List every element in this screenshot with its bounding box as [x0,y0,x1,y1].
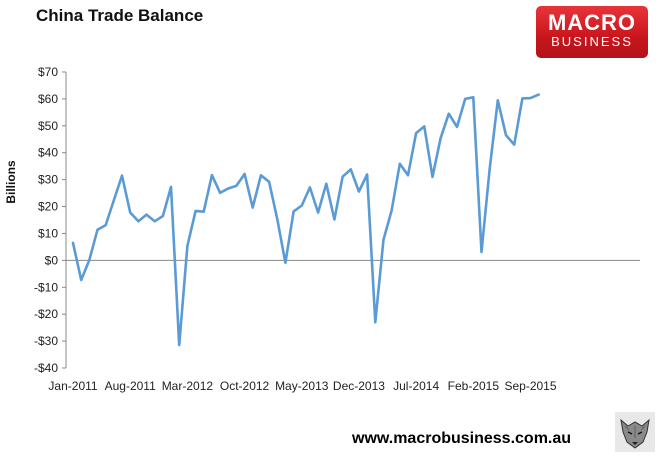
x-tick-label: Jul-2014 [393,379,439,393]
data-point [399,162,401,165]
data-point [488,167,491,170]
macrobusiness-logo: MACRO BUSINESS [536,6,648,58]
data-point [407,174,409,177]
data-point [390,209,393,212]
data-point [341,175,344,178]
data-point [194,210,197,212]
data-point [521,97,524,100]
data-point [251,206,254,209]
data-point [113,199,115,202]
x-tick-label: Feb-2015 [448,379,500,393]
data-point [374,321,377,324]
data-point [513,143,515,146]
logo-line-2: BUSINESS [551,34,633,49]
data-point [537,93,540,96]
y-tick-label: -$10 [34,280,58,294]
data-point [153,220,156,223]
data-point [456,126,458,128]
chart-title: China Trade Balance [36,6,204,25]
y-tick-label: $50 [38,119,58,133]
data-point [178,344,181,346]
data-point [382,238,385,241]
data-point [505,134,507,137]
y-tick-label: $40 [38,146,58,160]
x-tick-label: Sep-2015 [504,379,556,393]
data-point [325,182,328,185]
data-point [211,174,213,176]
data-point [439,137,442,139]
data-point [497,99,499,102]
y-tick-label: $60 [38,92,58,106]
y-tick-label: -$40 [34,361,58,375]
x-tick-label: Jan-2011 [48,379,97,393]
data-point [366,173,368,176]
data-point [431,176,434,178]
data-point [72,242,74,244]
y-tick-label: -$30 [34,334,58,348]
data-point [284,261,287,264]
data-point [276,218,279,220]
data-point [415,132,417,134]
data-point [186,245,189,247]
data-point [292,210,295,213]
data-point [88,259,91,261]
wolf-mascot-icon [615,412,655,452]
y-tick-label: $70 [38,65,58,79]
data-point [268,180,270,183]
y-tick-label: $10 [38,226,58,240]
data-point [480,251,483,253]
data-point [80,279,82,281]
x-tick-label: Oct-2012 [220,379,270,393]
data-point [333,218,336,221]
data-point [235,185,238,187]
data-point [309,186,311,189]
y-tick-label: $20 [38,200,58,214]
data-point [317,211,319,214]
data-point [170,186,172,188]
data-point [129,211,131,214]
y-tick-label: -$20 [34,307,58,321]
series-line [71,93,541,347]
data-point [104,224,107,226]
data-point [227,187,230,190]
data-point [448,112,450,115]
data-point [300,204,303,207]
data-point [349,168,352,171]
logo-line-1: MACRO [547,10,637,35]
data-point [202,210,205,213]
data-point [121,174,123,177]
x-tick-label: Mar-2012 [162,379,214,393]
data-point [464,98,466,100]
data-point [219,192,221,194]
x-tick-label: May-2013 [275,379,329,393]
data-point [358,190,360,193]
data-point [243,173,246,175]
data-point [137,220,140,223]
data-point [472,96,475,99]
x-tick-label: Dec-2013 [333,379,385,393]
data-point [145,213,148,216]
footer-website-url: www.macrobusiness.com.au [352,430,572,447]
x-tick-label: Aug-2011 [105,379,156,393]
data-point [529,97,532,99]
data-point [96,228,99,231]
y-tick-label: $0 [45,253,59,267]
data-point [260,174,262,177]
data-point [162,215,164,217]
y-tick-label: $30 [38,173,58,187]
data-point [423,125,426,128]
